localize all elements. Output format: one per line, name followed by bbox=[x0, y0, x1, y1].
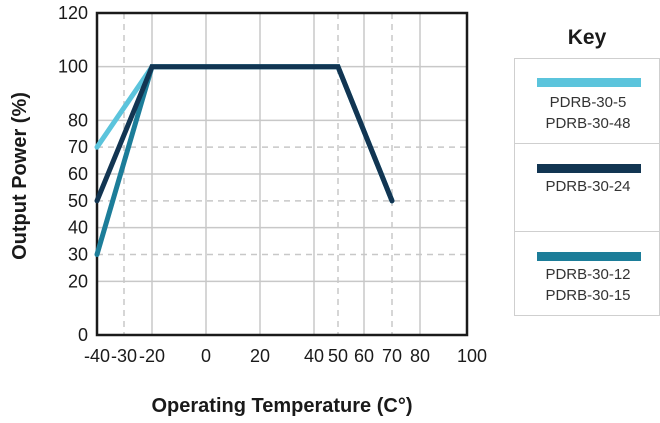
chart-lines bbox=[94, 64, 395, 257]
x-tick-label: 80 bbox=[410, 346, 430, 366]
x-tick-label: -30 bbox=[111, 346, 137, 366]
x-tick-label: 70 bbox=[382, 346, 402, 366]
x-tick-label: 0 bbox=[201, 346, 211, 366]
x-tick-label: 50 bbox=[328, 346, 348, 366]
x-tick-label: 100 bbox=[457, 346, 487, 366]
y-tick-label: 20 bbox=[68, 271, 88, 291]
series-line-2 bbox=[94, 64, 395, 204]
y-tick-label: 60 bbox=[68, 164, 88, 184]
x-tick-label: 40 bbox=[304, 346, 324, 366]
y-tick-label: 50 bbox=[68, 191, 88, 211]
y-axis-ticks: 0 20 30 40 50 60 70 80 100 120 bbox=[58, 3, 88, 345]
y-tick-label: 30 bbox=[68, 245, 88, 265]
legend-swatch bbox=[537, 252, 641, 261]
y-tick-label: 80 bbox=[68, 110, 88, 130]
y-tick-label: 120 bbox=[58, 3, 88, 23]
legend: PDRB-30-5 PDRB-30-48 PDRB-30-24 PDRB-30-12 P… bbox=[514, 58, 660, 316]
legend-entry-label: PDRB-30-15 bbox=[545, 287, 631, 304]
x-axis-label: Operating Temperature (C°) bbox=[152, 395, 413, 417]
x-axis-ticks: -40 -30 -20 0 20 40 50 60 70 80 100 bbox=[84, 346, 487, 366]
y-tick-label: 70 bbox=[68, 137, 88, 157]
legend-title: Key bbox=[567, 26, 607, 49]
y-tick-label: 0 bbox=[78, 325, 88, 345]
legend-swatch bbox=[537, 164, 641, 173]
chart-grid bbox=[97, 13, 467, 335]
legend-entry-label: PDRB-30-48 bbox=[545, 115, 631, 132]
legend-separator bbox=[515, 143, 660, 144]
x-tick-label: 60 bbox=[354, 346, 374, 366]
plot-frame bbox=[95, 11, 469, 337]
x-tick-label: -40 bbox=[84, 346, 110, 366]
legend-swatch bbox=[537, 78, 641, 87]
y-axis-label: Output Power (%) bbox=[9, 92, 31, 260]
legend-separator bbox=[515, 231, 660, 232]
y-tick-label: 100 bbox=[58, 57, 88, 77]
legend-entry-label: PDRB-30-5 bbox=[549, 94, 627, 111]
x-tick-label: 20 bbox=[250, 346, 270, 366]
legend-entry-label: PDRB-30-12 bbox=[545, 266, 631, 283]
x-tick-label: -20 bbox=[139, 346, 165, 366]
y-tick-label: 40 bbox=[68, 218, 88, 238]
legend-entry-label: PDRB-30-24 bbox=[545, 178, 631, 195]
